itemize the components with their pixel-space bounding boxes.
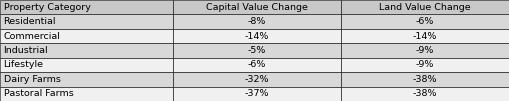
Bar <box>173 0 341 14</box>
Bar <box>341 72 509 87</box>
Text: -37%: -37% <box>245 89 269 98</box>
Text: -14%: -14% <box>413 32 437 41</box>
Text: Pastoral Farms: Pastoral Farms <box>4 89 73 98</box>
Bar <box>173 29 341 43</box>
Text: -9%: -9% <box>416 60 434 69</box>
Bar <box>0 72 173 87</box>
Text: Commercial: Commercial <box>4 32 61 41</box>
Text: Land Value Change: Land Value Change <box>379 3 471 12</box>
Text: Industrial: Industrial <box>4 46 48 55</box>
Bar <box>0 0 173 14</box>
Bar <box>173 72 341 87</box>
Text: -14%: -14% <box>245 32 269 41</box>
Bar <box>341 29 509 43</box>
Bar <box>0 29 173 43</box>
Text: Lifestyle: Lifestyle <box>4 60 44 69</box>
Text: -38%: -38% <box>413 75 437 84</box>
Bar <box>173 58 341 72</box>
Bar <box>341 0 509 14</box>
Bar <box>341 43 509 58</box>
Text: -8%: -8% <box>248 17 266 26</box>
Text: -9%: -9% <box>416 46 434 55</box>
Bar <box>0 58 173 72</box>
Text: Residential: Residential <box>4 17 56 26</box>
Bar <box>0 14 173 29</box>
Text: -5%: -5% <box>248 46 266 55</box>
Bar <box>0 87 173 101</box>
Text: Dairy Farms: Dairy Farms <box>4 75 61 84</box>
Bar <box>341 58 509 72</box>
Bar <box>173 87 341 101</box>
Text: Property Category: Property Category <box>4 3 91 12</box>
Bar <box>341 87 509 101</box>
Text: -6%: -6% <box>416 17 434 26</box>
Bar <box>341 14 509 29</box>
Bar <box>173 43 341 58</box>
Text: -6%: -6% <box>248 60 266 69</box>
Text: Capital Value Change: Capital Value Change <box>206 3 308 12</box>
Text: -32%: -32% <box>245 75 269 84</box>
Text: -38%: -38% <box>413 89 437 98</box>
Bar <box>0 43 173 58</box>
Bar <box>173 14 341 29</box>
